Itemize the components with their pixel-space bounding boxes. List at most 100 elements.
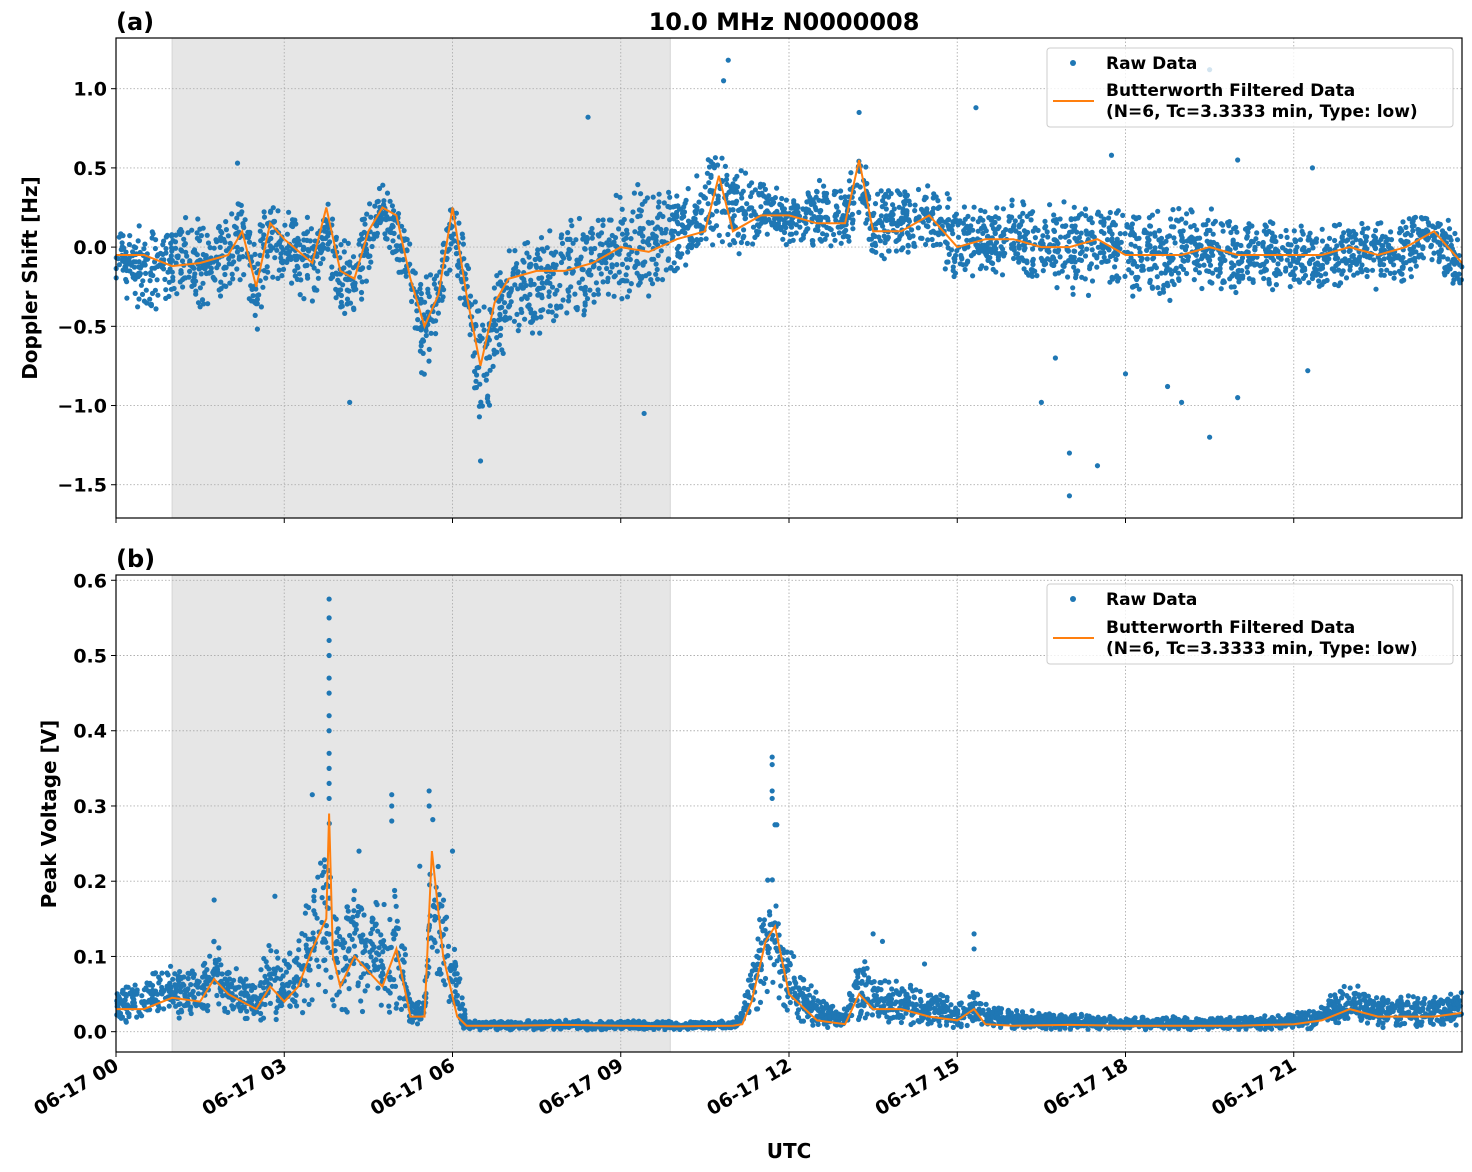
raw-data-point xyxy=(640,238,646,245)
raw-data-point xyxy=(600,217,606,223)
raw-data-point xyxy=(229,211,235,217)
raw-data-point xyxy=(559,240,566,246)
raw-data-point xyxy=(706,164,713,170)
raw-data-point xyxy=(1179,238,1185,244)
raw-data-point xyxy=(1144,247,1150,253)
raw-data-point xyxy=(326,931,332,937)
raw-data-point xyxy=(422,299,428,305)
raw-data-point xyxy=(355,909,361,915)
raw-data-point xyxy=(1055,249,1061,255)
raw-data-point xyxy=(1054,285,1060,291)
raw-data-point xyxy=(267,243,273,249)
raw-data-point xyxy=(315,874,321,880)
raw-data-point xyxy=(1136,286,1142,292)
raw-data-point xyxy=(263,275,269,281)
raw-data-point xyxy=(576,280,582,286)
raw-data-point xyxy=(1361,240,1367,246)
raw-data-point xyxy=(606,1019,612,1025)
raw-data-point xyxy=(1038,399,1044,405)
raw-data-point xyxy=(584,296,591,302)
raw-data-point xyxy=(459,279,465,285)
raw-data-point xyxy=(1165,234,1171,240)
raw-data-point xyxy=(358,289,365,296)
raw-data-point xyxy=(970,236,976,242)
raw-data-point xyxy=(1207,434,1213,440)
raw-data-point xyxy=(477,458,484,464)
raw-data-point xyxy=(1246,243,1252,249)
raw-data-point xyxy=(896,236,902,242)
raw-data-point xyxy=(670,204,676,210)
raw-data-point xyxy=(298,964,304,970)
raw-data-point xyxy=(742,216,748,222)
raw-data-point xyxy=(233,966,239,972)
raw-data-point xyxy=(431,937,437,943)
raw-data-point xyxy=(961,204,968,210)
raw-data-point xyxy=(1378,236,1384,242)
raw-data-point xyxy=(193,288,199,294)
raw-data-point xyxy=(286,963,292,969)
raw-data-point xyxy=(1283,227,1289,234)
raw-data-point xyxy=(217,244,223,250)
raw-data-point xyxy=(1130,293,1136,299)
raw-data-point xyxy=(607,269,614,275)
raw-data-point xyxy=(1180,257,1186,263)
raw-data-point xyxy=(1399,271,1405,277)
raw-data-point xyxy=(215,261,222,268)
raw-data-point xyxy=(130,993,136,1000)
raw-data-point xyxy=(397,257,403,263)
raw-data-point xyxy=(317,247,324,253)
raw-data-point xyxy=(638,191,644,197)
raw-data-point xyxy=(400,257,406,263)
raw-data-point xyxy=(132,290,138,296)
raw-data-point xyxy=(1176,206,1182,212)
raw-data-point xyxy=(1158,235,1165,241)
raw-data-point xyxy=(234,244,240,250)
raw-data-point xyxy=(821,183,827,189)
raw-data-point xyxy=(1411,223,1417,229)
raw-data-point xyxy=(566,293,572,300)
raw-data-point xyxy=(964,237,970,243)
raw-data-point xyxy=(212,276,218,282)
raw-data-point xyxy=(1134,276,1140,283)
raw-data-point xyxy=(439,249,446,255)
raw-data-point xyxy=(849,211,856,217)
raw-data-point xyxy=(557,282,563,289)
raw-data-point xyxy=(177,1001,183,1007)
raw-data-point xyxy=(616,269,622,275)
raw-data-point xyxy=(1089,278,1096,284)
raw-data-point xyxy=(995,257,1002,263)
raw-data-point xyxy=(375,198,381,204)
raw-data-point xyxy=(212,957,218,963)
raw-data-point xyxy=(777,201,783,207)
raw-data-point xyxy=(234,266,240,272)
raw-data-point xyxy=(702,184,708,190)
raw-data-point xyxy=(180,981,186,987)
raw-data-point xyxy=(1106,215,1112,221)
raw-data-point xyxy=(883,206,889,212)
raw-data-point xyxy=(800,235,806,241)
raw-data-point xyxy=(619,261,626,267)
raw-data-point xyxy=(584,234,590,241)
raw-data-point xyxy=(1199,285,1205,292)
raw-data-point xyxy=(697,222,703,228)
raw-data-point xyxy=(342,310,348,316)
raw-data-point xyxy=(291,238,297,244)
raw-data-point xyxy=(578,254,584,260)
raw-data-point xyxy=(952,213,958,219)
raw-data-point xyxy=(1437,255,1443,261)
raw-data-point xyxy=(297,242,303,248)
raw-data-point xyxy=(554,287,560,293)
raw-data-point xyxy=(916,214,922,220)
raw-data-point xyxy=(359,217,365,223)
raw-data-point xyxy=(1178,399,1185,405)
raw-data-point xyxy=(451,231,457,237)
raw-data-point xyxy=(148,301,154,307)
raw-data-point xyxy=(1073,275,1079,281)
raw-data-point xyxy=(655,204,662,210)
raw-data-point xyxy=(165,269,171,275)
raw-data-point xyxy=(270,274,276,280)
raw-data-point xyxy=(719,155,725,161)
raw-data-point xyxy=(807,194,813,200)
raw-data-point xyxy=(346,288,352,294)
raw-data-point xyxy=(235,201,241,207)
